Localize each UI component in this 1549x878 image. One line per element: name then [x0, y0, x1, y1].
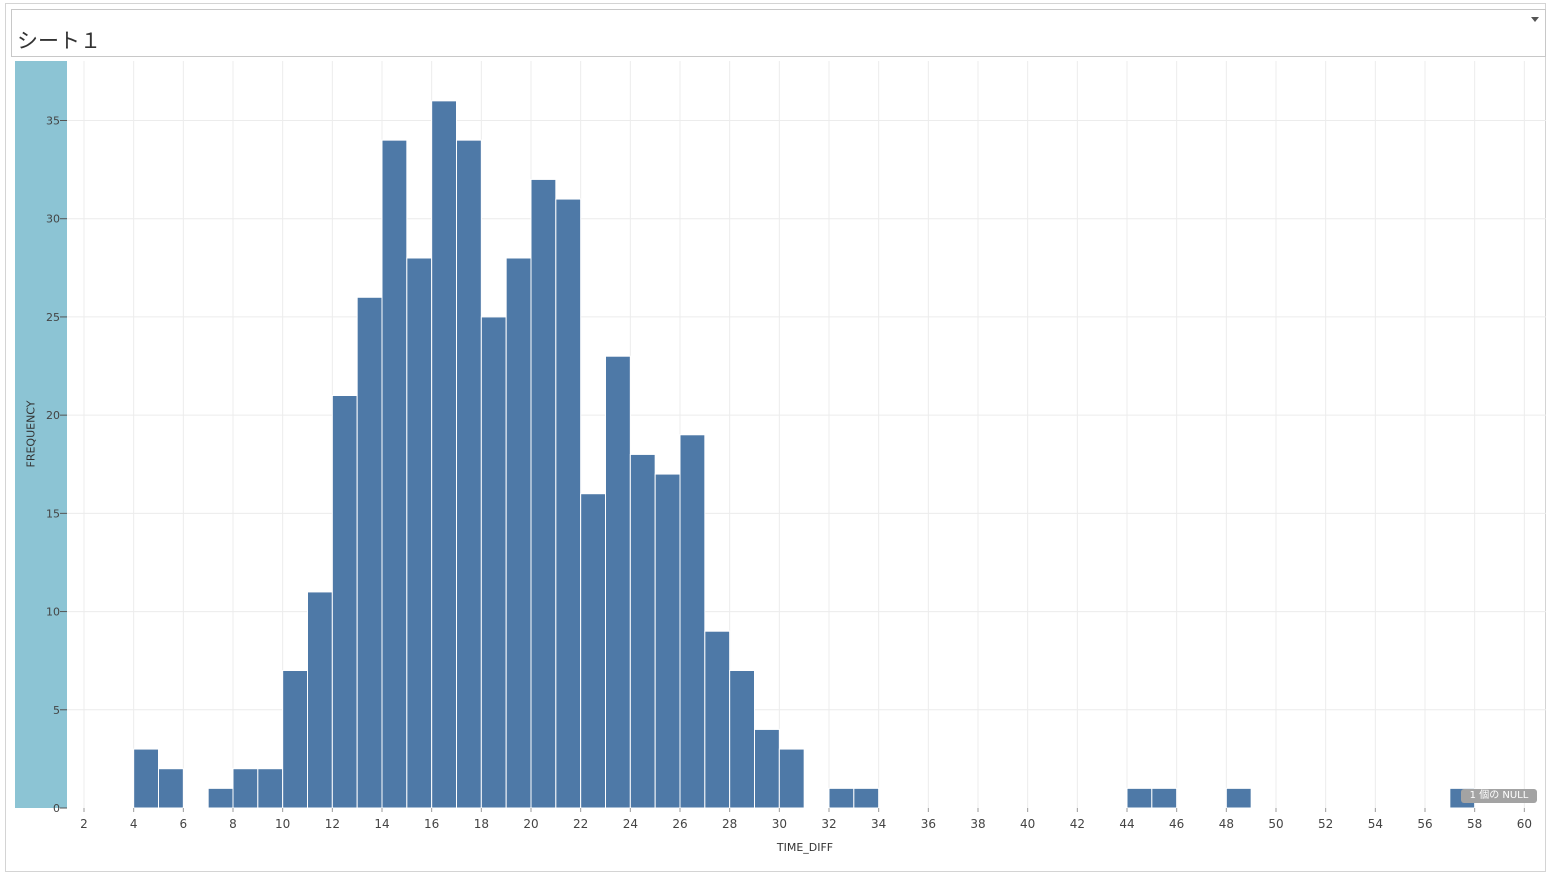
- histogram-bar[interactable]: [1151, 787, 1178, 809]
- x-tick-label: 28: [722, 817, 737, 831]
- histogram-bar[interactable]: [729, 669, 755, 809]
- histogram-bar[interactable]: [133, 748, 159, 809]
- x-tick-label: 4: [130, 817, 138, 831]
- x-tick-label: 8: [229, 817, 237, 831]
- histogram-bar[interactable]: [331, 394, 358, 809]
- y-axis-band[interactable]: [15, 61, 67, 808]
- x-tick-label: 44: [1119, 817, 1134, 831]
- histogram-bar[interactable]: [455, 139, 482, 809]
- x-tick-label: 16: [424, 817, 439, 831]
- y-tick-label: 10: [46, 606, 60, 619]
- histogram-bar[interactable]: [704, 630, 731, 809]
- histogram-bar[interactable]: [654, 473, 681, 809]
- x-tick-label: 24: [623, 817, 638, 831]
- x-axis-label: TIME_DIFF: [776, 841, 834, 854]
- x-axis-ticks: 2 4 6 8 10 12 14 16 18 20 22 24 26 28 30 32 34 36 38 40 42 44…: [80, 808, 1532, 831]
- histogram-bar[interactable]: [555, 198, 582, 809]
- histogram-bar[interactable]: [157, 768, 184, 809]
- x-tick-label: 20: [523, 817, 538, 831]
- histogram-bar[interactable]: [853, 787, 880, 809]
- x-tick-label: 56: [1417, 817, 1432, 831]
- y-tick-label: 5: [53, 704, 60, 717]
- x-tick-label: 18: [474, 817, 489, 831]
- y-tick-label: 20: [46, 409, 60, 422]
- x-tick-label: 26: [672, 817, 687, 831]
- x-tick-label: 36: [921, 817, 936, 831]
- histogram-bar[interactable]: [282, 669, 308, 809]
- x-tick-label: 10: [275, 817, 290, 831]
- histogram-bar[interactable]: [753, 728, 780, 809]
- sheet-title-bar[interactable]: シート１: [11, 9, 1546, 57]
- y-tick-label: 35: [46, 114, 60, 127]
- x-tick-label: 2: [80, 817, 88, 831]
- histogram-bar[interactable]: [629, 453, 656, 809]
- x-tick-label: 48: [1219, 817, 1234, 831]
- histogram-bar[interactable]: [604, 355, 631, 809]
- x-tick-label: 38: [970, 817, 985, 831]
- histogram-bar[interactable]: [580, 493, 606, 809]
- histogram-bar[interactable]: [232, 768, 259, 809]
- x-tick-label: 34: [871, 817, 886, 831]
- x-tick-label: 40: [1020, 817, 1035, 831]
- x-tick-label: 22: [573, 817, 588, 831]
- x-tick-label: 54: [1368, 817, 1383, 831]
- histogram-bar[interactable]: [257, 768, 284, 809]
- histogram-bar[interactable]: [1126, 787, 1153, 809]
- null-indicator-badge[interactable]: 1 個の NULL: [1461, 789, 1537, 803]
- histogram-bar[interactable]: [679, 434, 706, 809]
- y-tick-label: 30: [46, 213, 60, 226]
- dropdown-arrow-icon[interactable]: [1531, 17, 1539, 22]
- x-tick-label: 42: [1070, 817, 1085, 831]
- histogram-bar[interactable]: [530, 178, 557, 809]
- x-tick-label: 14: [374, 817, 389, 831]
- x-tick-label: 58: [1467, 817, 1482, 831]
- sheet-title: シート１: [17, 29, 101, 53]
- x-tick-label: 12: [325, 817, 340, 831]
- x-tick-label: 52: [1318, 817, 1333, 831]
- histogram-bar[interactable]: [356, 296, 383, 809]
- histogram-bar[interactable]: [480, 316, 507, 809]
- histogram-bar[interactable]: [505, 257, 532, 809]
- histogram-bar[interactable]: [306, 591, 333, 809]
- worksheet-frame: [5, 3, 1546, 872]
- histogram-bar[interactable]: [207, 787, 234, 809]
- histogram-bar[interactable]: [431, 100, 457, 809]
- x-tick-label: 32: [821, 817, 836, 831]
- histogram-bar[interactable]: [381, 139, 408, 809]
- y-axis-ticks: 0 5 10 15 20 25 30 35: [46, 114, 67, 815]
- x-tick-label: 50: [1268, 817, 1283, 831]
- x-tick-label: 60: [1517, 817, 1532, 831]
- y-tick-label: 15: [46, 507, 60, 520]
- bars: [133, 100, 1476, 809]
- histogram-bar[interactable]: [778, 748, 805, 809]
- x-tick-label: 46: [1169, 817, 1184, 831]
- y-tick-label: 25: [46, 311, 60, 324]
- x-tick-label: 30: [772, 817, 787, 831]
- histogram-bar[interactable]: [406, 257, 433, 809]
- y-tick-label: 0: [53, 802, 60, 815]
- x-tick-label: 6: [180, 817, 188, 831]
- histogram-bar[interactable]: [1225, 787, 1252, 809]
- histogram-bar[interactable]: [828, 787, 855, 809]
